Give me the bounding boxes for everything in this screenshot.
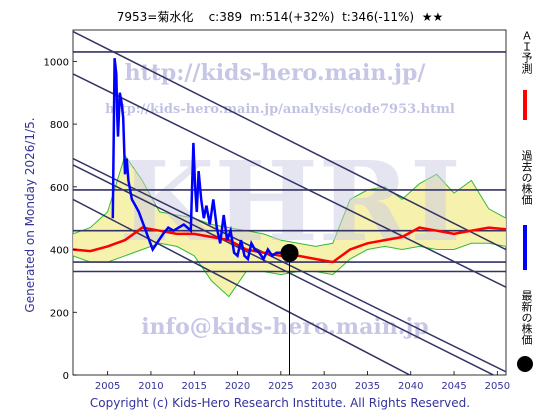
legend-swatch-red-line (523, 90, 527, 120)
copyright-footer: Copyright (c) Kids-Hero Research Institu… (89, 396, 471, 410)
y-tick-label: 0 (63, 371, 69, 382)
chart-title: 7953=菊水化 c:389 m:514(+32%) t:346(-11%) ★… (116, 10, 444, 24)
x-tick-label: 2035 (355, 381, 380, 392)
legend-item-latest-price: 最新の株価 (512, 290, 540, 375)
x-tick-label: 2015 (182, 381, 207, 392)
y-tick-label: 200 (50, 308, 69, 319)
x-tick-label: 2010 (138, 381, 163, 392)
latest-price-dot (280, 243, 299, 262)
past-price-line (111, 58, 291, 262)
trend-line (73, 73, 506, 288)
y-tick-label: 1000 (44, 57, 69, 68)
watermark-url: http://kids-hero.main.jp/ (125, 60, 427, 86)
watermark-analysis-url: http://kids-hero.main.jp/analysis/code79… (105, 102, 455, 117)
y-tick-label: 400 (50, 246, 69, 257)
watermark-email: info@kids-hero.main.jp (141, 314, 428, 340)
legend-label-past-price: 過去の株価 (520, 150, 533, 205)
forecast-band-upper-line (73, 154, 506, 247)
legend-swatch-blue-line (523, 225, 527, 270)
x-tick-label: 2005 (95, 381, 120, 392)
x-tick-label: 2030 (311, 381, 336, 392)
legend-item-ai-forecast: ＡＩ予測 (512, 30, 540, 125)
y-tick-label: 600 (50, 183, 69, 194)
x-tick-label: 2050 (485, 381, 510, 392)
x-tick-label: 2040 (398, 381, 423, 392)
legend-swatch-black-dot (517, 356, 533, 372)
legend-label-ai-forecast: ＡＩ予測 (520, 30, 533, 74)
y-tick-label: 800 (50, 120, 69, 131)
x-tick-label: 2045 (441, 381, 466, 392)
trend-line (73, 30, 506, 251)
legend-label-latest-price: 最新の株価 (520, 290, 533, 345)
legend: ＡＩ予測 過去の株価 最新の株価 (512, 30, 540, 375)
x-tick-label: 2025 (268, 381, 293, 392)
legend-item-past-price: 過去の株価 (512, 150, 540, 280)
x-tick-label: 2020 (225, 381, 250, 392)
